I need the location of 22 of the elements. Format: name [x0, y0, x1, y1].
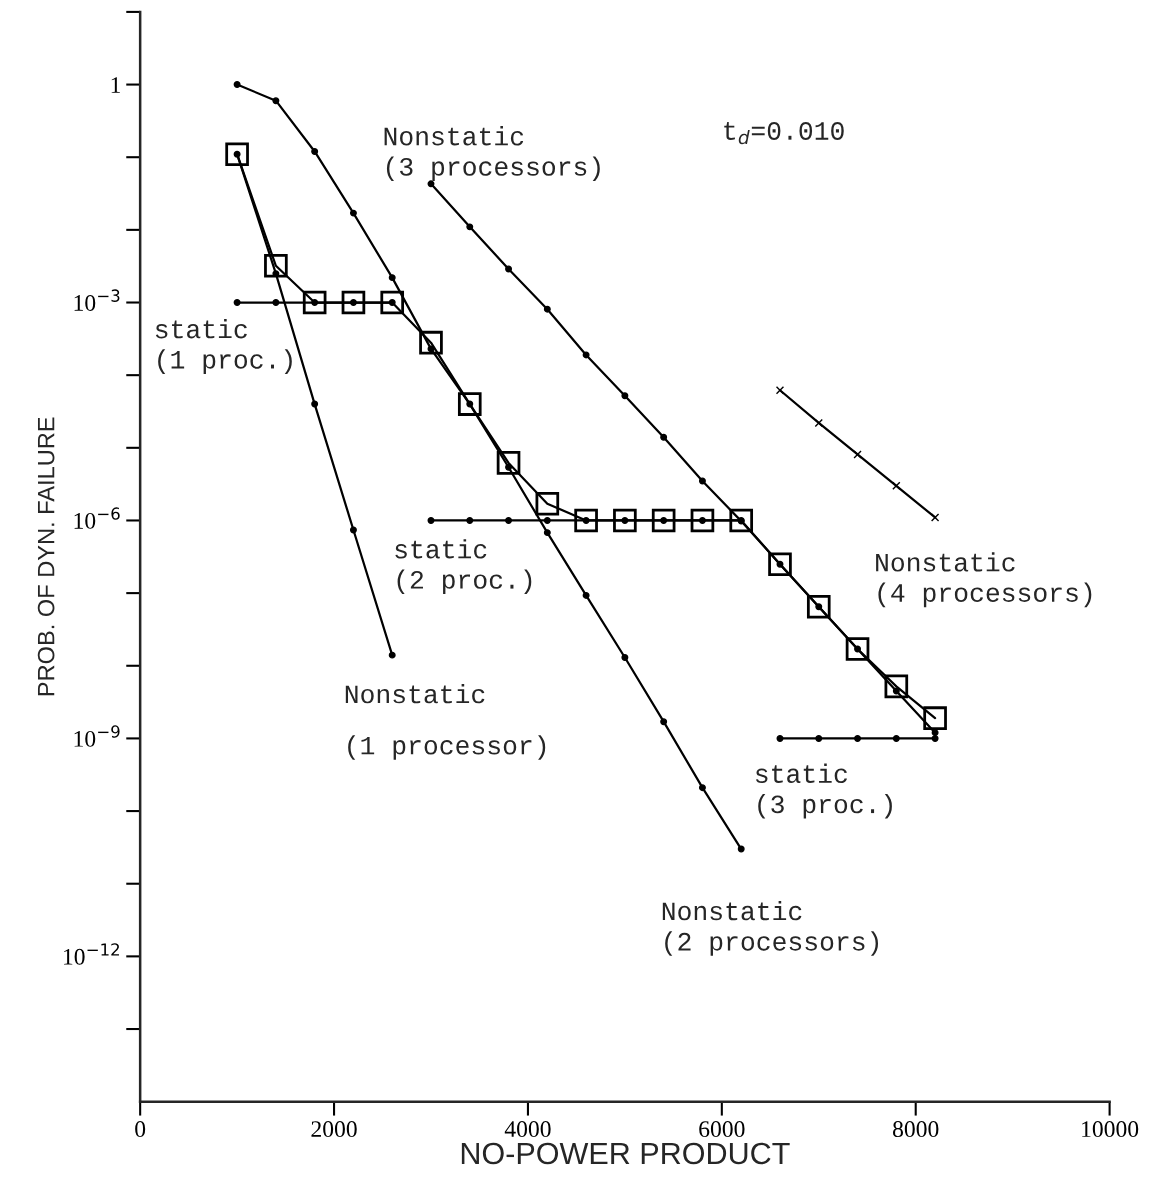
x-tick-label: 8000 — [893, 1121, 939, 1138]
x-tick-label: 4000 — [504, 1121, 551, 1138]
annotation: static (2 proc.) — [395, 539, 532, 595]
x-tick-label: 2000 — [311, 1121, 357, 1138]
annotation: static (3 proc.) — [755, 763, 892, 819]
x-tick-label: 6000 — [699, 1121, 745, 1138]
y-axis-title: PROB. OF DYN. FAILURE — [37, 417, 55, 696]
x-tick-label: 10000 — [1082, 1121, 1139, 1138]
annotation: Nonstatic — [345, 683, 485, 704]
annotation: (1 processor) — [348, 735, 546, 760]
annotation: static (1 proc.) — [155, 319, 292, 374]
y-tick-label: 10$^{−3}$ — [74, 289, 120, 311]
y-tick-label: 10$^{−9}$ — [74, 725, 120, 747]
y-tick-label: 10$^{−6}$ — [74, 507, 120, 529]
y-tick-label: 10$^{−12}$ — [63, 943, 119, 965]
annotation: Nonstatic (3 processors) — [384, 126, 600, 182]
x-axis-title: NO-POWER PRODUCT — [461, 1142, 790, 1165]
annotation: t$_{d}$=0.010 — [724, 122, 844, 145]
annotation: Nonstatic (4 processors) — [876, 552, 1092, 608]
x-tick-label: 0 — [135, 1121, 146, 1138]
annotation: Nonstatic (2 processors) — [662, 900, 879, 956]
y-tick-label: 1 — [111, 77, 120, 93]
